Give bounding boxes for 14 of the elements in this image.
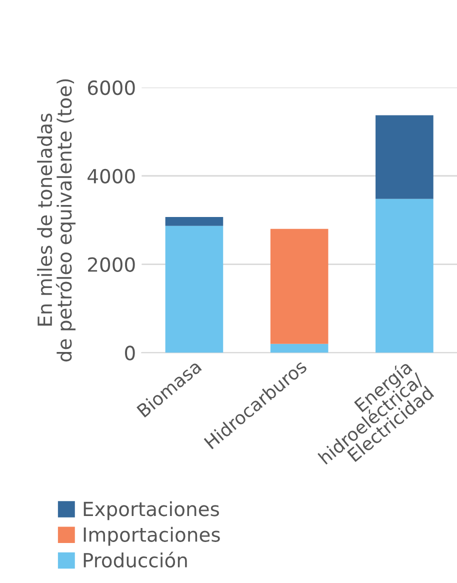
bar [270, 344, 328, 353]
y-tick-label: 6000 [88, 80, 135, 96]
legend-label: Importaciones [84, 526, 220, 546]
bar [270, 228, 328, 344]
bar [376, 198, 434, 353]
legend-label: Exportaciones [84, 501, 219, 520]
y-tick-label: 4000 [88, 168, 135, 184]
y-axis-title: En miles de toneladas de petróleo equivalente (toe) [37, 79, 76, 362]
bar [376, 115, 434, 199]
y-tick-label: 0 [125, 346, 135, 360]
bar [165, 226, 224, 353]
legend-label: Producción [84, 552, 187, 568]
y-tick-label: 2000 [88, 257, 135, 272]
bar [165, 216, 224, 226]
